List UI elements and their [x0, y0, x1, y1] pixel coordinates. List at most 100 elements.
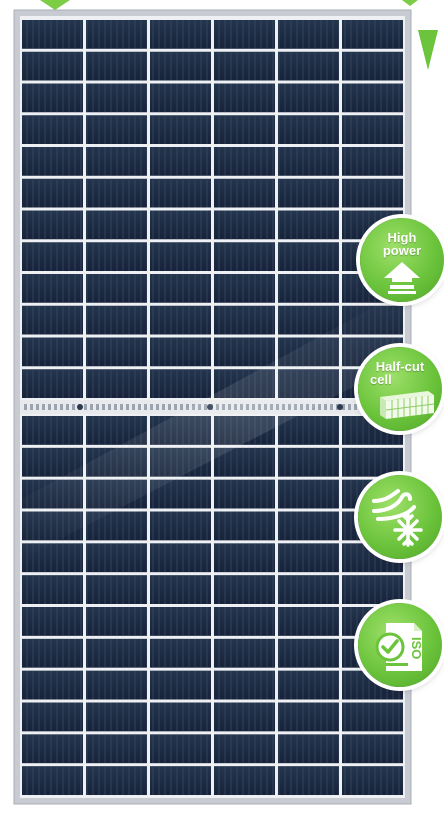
- junction-dot: [84, 404, 87, 410]
- cell-busbars: [214, 274, 275, 303]
- cell-busbars: [278, 575, 339, 604]
- junction-dot: [60, 404, 63, 410]
- cell-busbars: [214, 178, 275, 208]
- cell-busbars: [342, 766, 403, 795]
- junction-dot: [102, 404, 105, 410]
- cell-busbars: [278, 511, 339, 541]
- junction-dot: [168, 404, 171, 410]
- cell-busbars: [150, 702, 211, 732]
- cell-busbars: [214, 734, 275, 764]
- cell-busbars: [278, 51, 339, 81]
- junction-dot: [156, 404, 159, 410]
- junction-dot: [186, 404, 189, 410]
- junction-dot: [90, 404, 93, 410]
- cell-busbars: [22, 607, 83, 636]
- cell-busbars: [278, 210, 339, 240]
- cell-busbars: [150, 638, 211, 668]
- junction-dot: [42, 404, 45, 410]
- cell-busbars: [150, 242, 211, 271]
- cell-busbars: [150, 575, 211, 604]
- glass-glare: [20, 290, 405, 560]
- cell-busbars: [86, 702, 147, 732]
- junction-dot: [318, 404, 321, 410]
- cell-busbars: [22, 369, 83, 398]
- cell-busbars: [150, 543, 211, 573]
- junction-dot: [54, 404, 57, 410]
- cell-busbars: [150, 734, 211, 764]
- junction-dot: [324, 404, 327, 410]
- cell-busbars: [342, 447, 403, 477]
- cell-busbars: [214, 242, 275, 271]
- cell-busbars: [86, 115, 147, 144]
- cell-busbars: [278, 447, 339, 477]
- cell-busbars: [278, 20, 339, 49]
- badge-half-cut-line2: cell: [370, 372, 392, 387]
- cell-busbars: [22, 51, 83, 81]
- cell-busbars: [150, 51, 211, 81]
- cell-busbars: [214, 479, 275, 509]
- cell-busbars: [278, 242, 339, 271]
- cell-busbars: [86, 670, 147, 700]
- junction-dot: [72, 404, 75, 410]
- cell-busbars: [86, 178, 147, 208]
- cell-busbars: [342, 147, 403, 176]
- cell-busbars: [214, 51, 275, 81]
- cell-busbars: [214, 575, 275, 604]
- cell-busbars: [22, 115, 83, 144]
- half-cut-cell-icon: [380, 391, 435, 419]
- iso-stamp-text: ISO: [409, 637, 424, 659]
- cell-busbars: [342, 178, 403, 208]
- cell-busbars: [86, 210, 147, 240]
- cell-busbars: [22, 20, 83, 49]
- cell-busbars: [214, 766, 275, 795]
- cell-busbars: [150, 20, 211, 49]
- cell-busbars: [342, 734, 403, 764]
- cell-busbars: [278, 766, 339, 795]
- junction-dot: [66, 404, 69, 410]
- cell-busbars: [214, 670, 275, 700]
- badge-high-power-line2: power: [382, 243, 422, 258]
- junction-dot: [138, 404, 141, 410]
- cell-busbars: [150, 115, 211, 144]
- cell-busbars: [22, 178, 83, 208]
- cell-busbars: [86, 607, 147, 636]
- cell-busbars: [22, 210, 83, 240]
- cell-busbars: [22, 337, 83, 367]
- junction-box: [337, 404, 343, 410]
- cell-busbars: [214, 83, 275, 113]
- cell-busbars: [150, 178, 211, 208]
- cell-busbars: [22, 766, 83, 795]
- cell-busbars: [86, 543, 147, 573]
- cell-busbars: [342, 115, 403, 144]
- junction-dot: [162, 404, 165, 410]
- cell-busbars: [342, 702, 403, 732]
- cell-busbars: [150, 511, 211, 541]
- junction-dot: [150, 404, 153, 410]
- cell-busbars: [150, 83, 211, 113]
- junction-dot: [348, 404, 351, 410]
- cell-busbars: [278, 607, 339, 636]
- cell-busbars: [150, 305, 211, 335]
- junction-dot: [354, 404, 357, 410]
- cell-busbars: [214, 607, 275, 636]
- cell-busbars: [86, 20, 147, 49]
- cell-busbars: [86, 638, 147, 668]
- junction-dot: [132, 404, 135, 410]
- cell-busbars: [214, 543, 275, 573]
- cell-busbars: [278, 178, 339, 208]
- cell-busbars: [150, 607, 211, 636]
- cell-busbars: [214, 305, 275, 335]
- cell-busbars: [150, 147, 211, 176]
- up-arrow-icon: [384, 262, 420, 294]
- badge-weather-resistance: [358, 475, 442, 559]
- cell-busbars: [150, 274, 211, 303]
- junction-dot: [342, 404, 345, 410]
- cell-busbars: [342, 83, 403, 113]
- junction-dot: [174, 404, 177, 410]
- junction-dot: [180, 404, 183, 410]
- cell-busbars: [278, 416, 339, 445]
- cell-busbars: [150, 337, 211, 367]
- cell-busbars: [342, 575, 403, 604]
